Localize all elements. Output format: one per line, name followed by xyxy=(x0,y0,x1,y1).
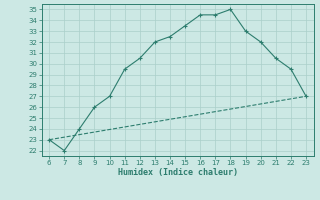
X-axis label: Humidex (Indice chaleur): Humidex (Indice chaleur) xyxy=(118,168,237,177)
